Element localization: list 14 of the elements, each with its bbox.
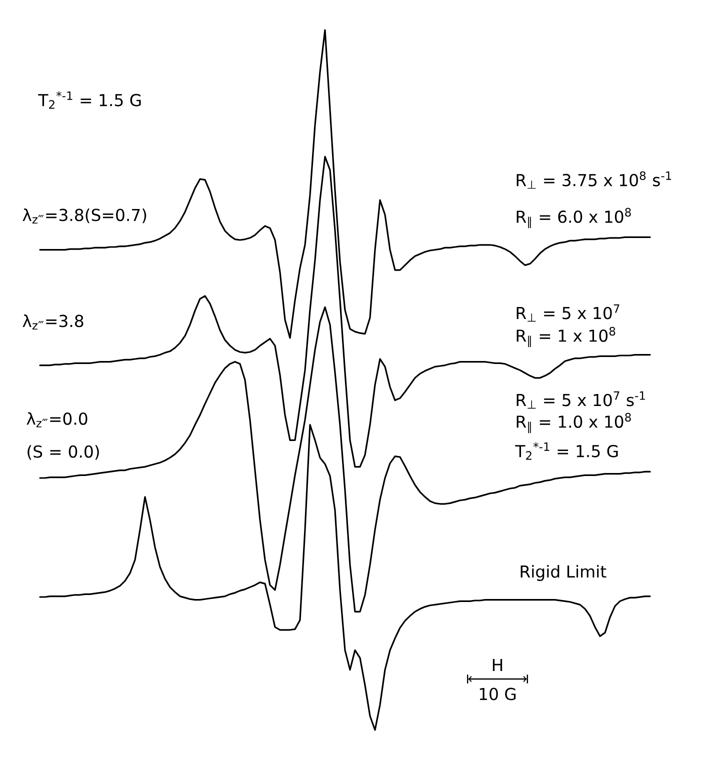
text: λ$_{z‴}$=3.8: [22, 314, 84, 330]
annotation: 10 G: [480, 688, 516, 700]
text: T$_{2}$$^{*-1}$ = 1.5 G: [38, 91, 141, 109]
annotation: R$_{⊥}$ = 3.75 x 10$^{8}$ s$^{-1}$: [516, 171, 672, 189]
annotation: R$_{∥}$ = 1.0 x 10$^{8}$: [516, 412, 631, 434]
annotation: T$_{2}$$^{*-1}$ = 1.5 G: [515, 442, 618, 460]
annotation: R$_{∥}$ = 6.0 x 10$^{8}$: [516, 208, 631, 228]
annotation: R$_{⊥}$ = 5 x 10$^{7}$: [516, 304, 620, 322]
annotation: H: [492, 659, 502, 671]
annotation: R$_{⊥}$ = 5 x 10$^{7}$ s$^{-1}$: [516, 391, 645, 409]
series-label: Rigid Limit: [520, 565, 606, 581]
text: λ$_{z‴}$=0.0 (S = 0.0): [26, 412, 99, 460]
series-label: λ$_{z‴}$=3.8(S=0.7): [22, 208, 146, 224]
annotation: R$_{∥}$ = 1 x 10$^{8}$: [516, 326, 616, 348]
